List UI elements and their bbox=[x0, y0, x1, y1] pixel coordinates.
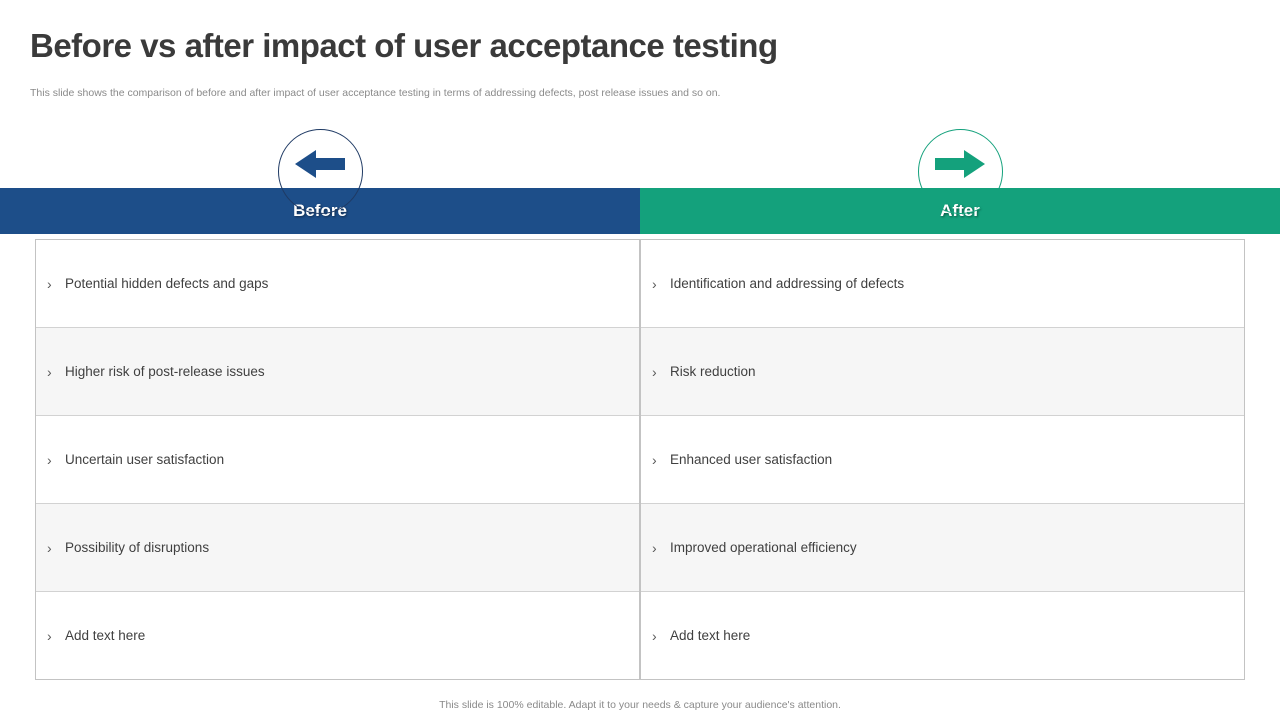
list-item-label: Add text here bbox=[65, 628, 146, 643]
chevron-bullet-icon: › bbox=[47, 363, 52, 380]
footer-note: This slide is 100% editable. Adapt it to… bbox=[439, 699, 841, 711]
list-item-placeholder: › Add text here bbox=[641, 592, 1244, 679]
list-item: › Enhanced user satisfaction bbox=[641, 416, 1244, 504]
chevron-bullet-icon: › bbox=[652, 627, 657, 644]
chevron-bullet-icon: › bbox=[652, 451, 657, 468]
list-item: › Possibility of disruptions bbox=[36, 504, 639, 592]
after-column: › Identification and addressing of defec… bbox=[640, 240, 1244, 679]
before-column: › Potential hidden defects and gaps › Hi… bbox=[36, 240, 640, 679]
list-item-placeholder: › Add text here bbox=[36, 592, 639, 679]
comparison-header-bar: Before After bbox=[0, 188, 1280, 234]
page-title: Before vs after impact of user acceptanc… bbox=[30, 27, 778, 64]
list-item-label: Identification and addressing of defects bbox=[670, 276, 905, 291]
slide-subtitle: This slide shows the comparison of befor… bbox=[30, 87, 721, 99]
arrow-right-icon bbox=[935, 150, 985, 178]
chevron-bullet-icon: › bbox=[652, 539, 657, 556]
before-circle-badge bbox=[278, 129, 363, 214]
list-item-label: Enhanced user satisfaction bbox=[670, 452, 833, 467]
list-item: › Higher risk of post-release issues bbox=[36, 328, 639, 416]
comparison-table: › Potential hidden defects and gaps › Hi… bbox=[35, 239, 1245, 680]
chevron-bullet-icon: › bbox=[47, 275, 52, 292]
chevron-bullet-icon: › bbox=[47, 451, 52, 468]
list-item-label: Higher risk of post-release issues bbox=[65, 364, 265, 379]
list-item: › Improved operational efficiency bbox=[641, 504, 1244, 592]
arrow-left-icon bbox=[295, 150, 345, 178]
list-item-label: Risk reduction bbox=[670, 364, 756, 379]
chevron-bullet-icon: › bbox=[652, 275, 657, 292]
list-item: › Risk reduction bbox=[641, 328, 1244, 416]
list-item: › Identification and addressing of defec… bbox=[641, 240, 1244, 328]
list-item-label: Uncertain user satisfaction bbox=[65, 452, 225, 467]
after-circle-badge bbox=[918, 129, 1003, 214]
list-item-label: Add text here bbox=[670, 628, 751, 643]
chevron-bullet-icon: › bbox=[652, 363, 657, 380]
list-item-label: Potential hidden defects and gaps bbox=[65, 276, 269, 291]
chevron-bullet-icon: › bbox=[47, 627, 52, 644]
list-item: › Potential hidden defects and gaps bbox=[36, 240, 639, 328]
list-item-label: Improved operational efficiency bbox=[670, 540, 857, 555]
chevron-bullet-icon: › bbox=[47, 539, 52, 556]
list-item: › Uncertain user satisfaction bbox=[36, 416, 639, 504]
list-item-label: Possibility of disruptions bbox=[65, 540, 210, 555]
